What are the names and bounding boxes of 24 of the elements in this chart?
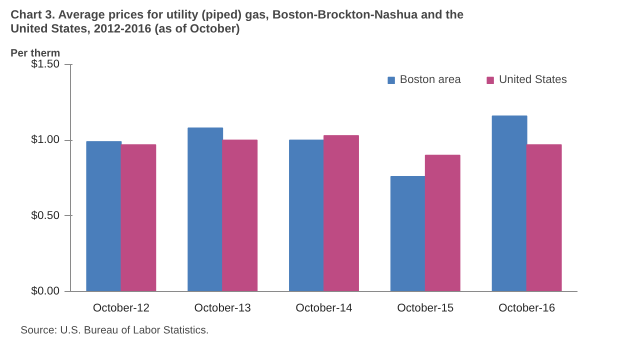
bar (188, 128, 224, 292)
x-tick-label: October-15 (397, 302, 454, 314)
y-tick-label: $1.50 (31, 58, 60, 70)
legend-label: Boston area (400, 74, 461, 86)
bar (120, 144, 156, 292)
bar (86, 141, 122, 292)
y-tick-label: $0.50 (31, 210, 60, 222)
bar (222, 140, 258, 292)
y-tick-label: $1.00 (31, 134, 60, 146)
bar (324, 135, 359, 292)
bar (424, 154, 460, 292)
x-tick-label: October-16 (498, 302, 556, 314)
bar (492, 115, 528, 292)
bar (289, 140, 324, 292)
source-note: Source: U.S. Bureau of Labor Statistics. (20, 324, 209, 336)
bar (390, 176, 426, 292)
x-tick-label: October-12 (92, 302, 150, 314)
legend-label: United States (498, 74, 567, 86)
y-axis-title: Per therm (10, 48, 60, 60)
x-tick-label: October-14 (296, 302, 352, 314)
chart-title: Chart 3. Average prices for utility (piped) gas, Boston-Brockton-Nashua and the United States, 2012-2016 (as of October) (10, 8, 464, 36)
y-tick-label: $0.00 (31, 286, 60, 298)
bar (526, 144, 562, 292)
x-tick-label: October-13 (194, 302, 251, 314)
